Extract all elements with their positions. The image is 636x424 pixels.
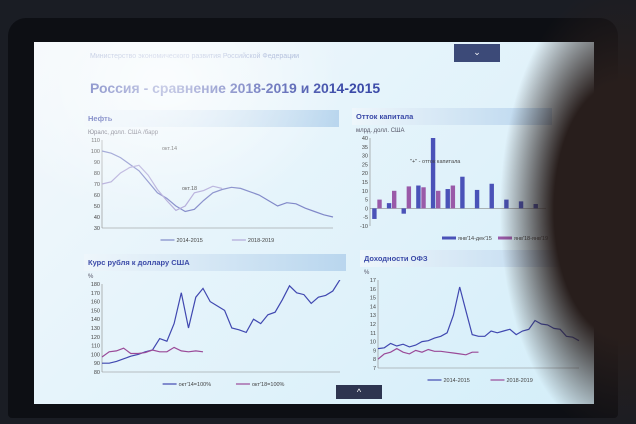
chart-svg: 7 8 9 10 11 12 13 14 15 16 17 2014-2015 2018-2019 (370, 278, 580, 384)
legend-label: 2018-2019 (507, 378, 533, 384)
series-line-0 (101, 150, 334, 218)
y-tick-label: -10 (360, 224, 368, 230)
y-tick-label: 170 (91, 291, 100, 297)
bar (392, 190, 397, 209)
bar (504, 199, 509, 209)
series-line-0 (377, 286, 580, 350)
chart-title: Нефть (84, 110, 339, 127)
capital-outflow-panel: Отток капитала млрд. долл. США -10 -5 0 5 10 15… (352, 108, 552, 248)
bar (401, 208, 406, 214)
bar (377, 199, 382, 209)
annotation: "+" - отток капитала (410, 159, 461, 165)
y-tick-label: 40 (362, 136, 368, 142)
bar (386, 203, 392, 209)
legend-label: янв'14-дек'15 (458, 236, 492, 242)
y-tick-label: 180 (91, 282, 100, 288)
y-tick-label: 150 (91, 308, 100, 314)
y-tick-label: 20 (362, 171, 368, 177)
y-tick-label: 16 (370, 287, 376, 293)
y-tick-label: 90 (94, 361, 100, 367)
y-tick-label: 70 (94, 182, 100, 188)
chevron-up-icon: ^ (356, 387, 362, 397)
bar (489, 183, 494, 209)
y-tick-label: 30 (94, 226, 100, 232)
legend-label: янв'18-янв'19 (514, 236, 548, 242)
bar (406, 186, 412, 209)
org-name: Министерство экономического развития Рос… (90, 53, 300, 60)
annotation: окт.18 (182, 186, 197, 192)
y-tick-label: 110 (91, 344, 100, 350)
y-tick-label: 15 (370, 296, 376, 302)
collapse-button[interactable]: ⌄ (454, 44, 500, 62)
y-tick-label: 160 (91, 300, 100, 306)
chart-svg: 30 40 50 60 70 80 90 100 110 окт.14 окт.18 2014-201… (91, 138, 334, 244)
bar (533, 204, 538, 209)
oil-chart-panel: Нефть Юралс, долл. США /барр 30 40 50 60 70 80 9… (84, 110, 339, 250)
bar (416, 185, 421, 209)
series-line-0 (102, 279, 341, 364)
y-tick-label: 50 (94, 204, 100, 210)
y-tick-label: 140 (91, 317, 100, 323)
y-tick-label: 9 (373, 348, 376, 354)
y-tick-label: 7 (373, 366, 376, 372)
y-tick-label: 100 (91, 149, 100, 155)
chevron-down-icon: ⌄ (473, 47, 481, 57)
y-tick-label: 130 (91, 326, 100, 332)
bar (450, 185, 456, 209)
expand-button[interactable]: ^ (336, 385, 382, 399)
ofz-yield-panel: Доходности ОФЗ% 7 8 9 10 11 12 13 14 15 16 17 2014-2… (360, 250, 585, 390)
bar (474, 189, 480, 209)
bar (460, 176, 465, 209)
y-tick-label: 100 (91, 352, 100, 358)
chart-title: Курс рубля к доллару США (84, 254, 346, 271)
bar (430, 138, 436, 209)
y-tick-label: 80 (94, 171, 100, 177)
y-tick-label: 10 (362, 189, 368, 195)
bar (421, 187, 426, 209)
y-tick-label: 40 (94, 215, 100, 221)
legend-label: 2014-2015 (177, 238, 203, 244)
y-tick-label: 10 (370, 340, 376, 346)
chart-svg: -10 -5 0 5 10 15 20 25 30 35 40 "+" - отток капитал… (360, 136, 548, 242)
y-tick-label: 80 (94, 370, 100, 376)
y-tick-label: 30 (362, 154, 368, 160)
legend-label: окт'14=100% (179, 382, 212, 388)
series-line-1 (101, 164, 223, 212)
y-tick-label: 15 (362, 180, 368, 186)
y-tick-label: 120 (91, 335, 100, 341)
y-tick-label: 17 (370, 278, 376, 284)
y-tick-label: 0 (365, 206, 368, 212)
y-tick-label: 25 (362, 162, 368, 168)
y-tick-label: 14 (370, 304, 376, 310)
annotation: окт.14 (162, 146, 177, 152)
bar (445, 189, 450, 209)
chart-svg: 80 90 100 110 120 130 140 150 160 170 180 окт'14=10… (91, 279, 341, 388)
y-tick-label: 11 (370, 331, 376, 337)
legend-label: 2018-2019 (248, 238, 274, 244)
series-line-1 (101, 346, 204, 358)
chart-title: Отток капитала (352, 108, 552, 125)
y-tick-label: 13 (370, 313, 376, 319)
y-tick-label: 110 (91, 138, 100, 144)
legend-label: 2014-2015 (444, 378, 470, 384)
y-tick-label: 60 (94, 193, 100, 199)
y-tick-label: 12 (370, 322, 376, 328)
bar (436, 190, 441, 209)
slide-title: Россия - сравнение 2018-2019 и 2014-2015 (90, 80, 381, 96)
y-tick-label: 35 (362, 145, 368, 151)
y-tick-label: 8 (373, 357, 376, 363)
y-tick-label: 5 (365, 198, 368, 204)
chart-title: Доходности ОФЗ (360, 250, 585, 267)
series-line-1 (377, 347, 479, 360)
legend-label: окт'18=100% (252, 382, 285, 388)
y-tick-label: -5 (363, 215, 368, 221)
ruble-rate-panel: Курс рубля к доллару США% 80 90 100 110 120 13… (84, 254, 346, 394)
bar (372, 208, 377, 219)
bar (518, 201, 524, 209)
y-tick-label: 90 (94, 160, 100, 166)
slide-screen: Министерство экономического развития Рос… (34, 42, 594, 404)
